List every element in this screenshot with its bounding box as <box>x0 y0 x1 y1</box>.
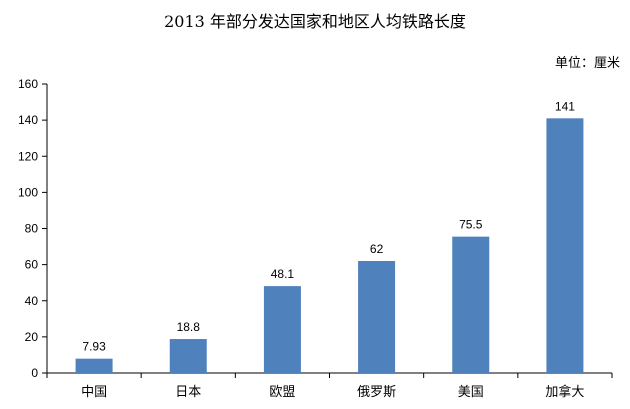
bar <box>358 261 396 373</box>
bar <box>75 358 113 373</box>
y-tick-label: 60 <box>25 258 39 272</box>
x-tick-label: 俄罗斯 <box>357 385 396 400</box>
chart-title: 2013 年部分发达国家和地区人均铁路长度 <box>164 12 466 31</box>
x-tick-label: 加拿大 <box>545 384 584 400</box>
data-label: 7.93 <box>82 340 106 354</box>
y-tick-label: 120 <box>18 149 38 163</box>
unit-label: 单位：厘米 <box>554 56 620 71</box>
data-label: 48.1 <box>271 267 295 281</box>
x-tick-label: 中国 <box>81 385 107 400</box>
y-tick-label: 100 <box>18 185 38 199</box>
bar <box>452 236 490 373</box>
y-tick-label: 40 <box>25 294 39 308</box>
y-tick-label: 160 <box>18 77 38 91</box>
x-tick-label: 欧盟 <box>269 385 295 400</box>
data-label: 141 <box>555 99 575 113</box>
bar <box>169 339 207 373</box>
x-tick-label: 美国 <box>458 385 484 400</box>
y-tick-label: 0 <box>31 366 38 380</box>
y-tick-label: 80 <box>25 222 39 236</box>
bar <box>263 286 301 373</box>
y-tick-label: 140 <box>18 113 38 127</box>
data-label: 62 <box>370 242 384 256</box>
data-label: 18.8 <box>177 320 201 334</box>
y-tick-label: 20 <box>25 330 39 344</box>
data-label: 75.5 <box>459 218 483 232</box>
x-tick-label: 日本 <box>175 385 201 400</box>
bar <box>546 118 584 373</box>
